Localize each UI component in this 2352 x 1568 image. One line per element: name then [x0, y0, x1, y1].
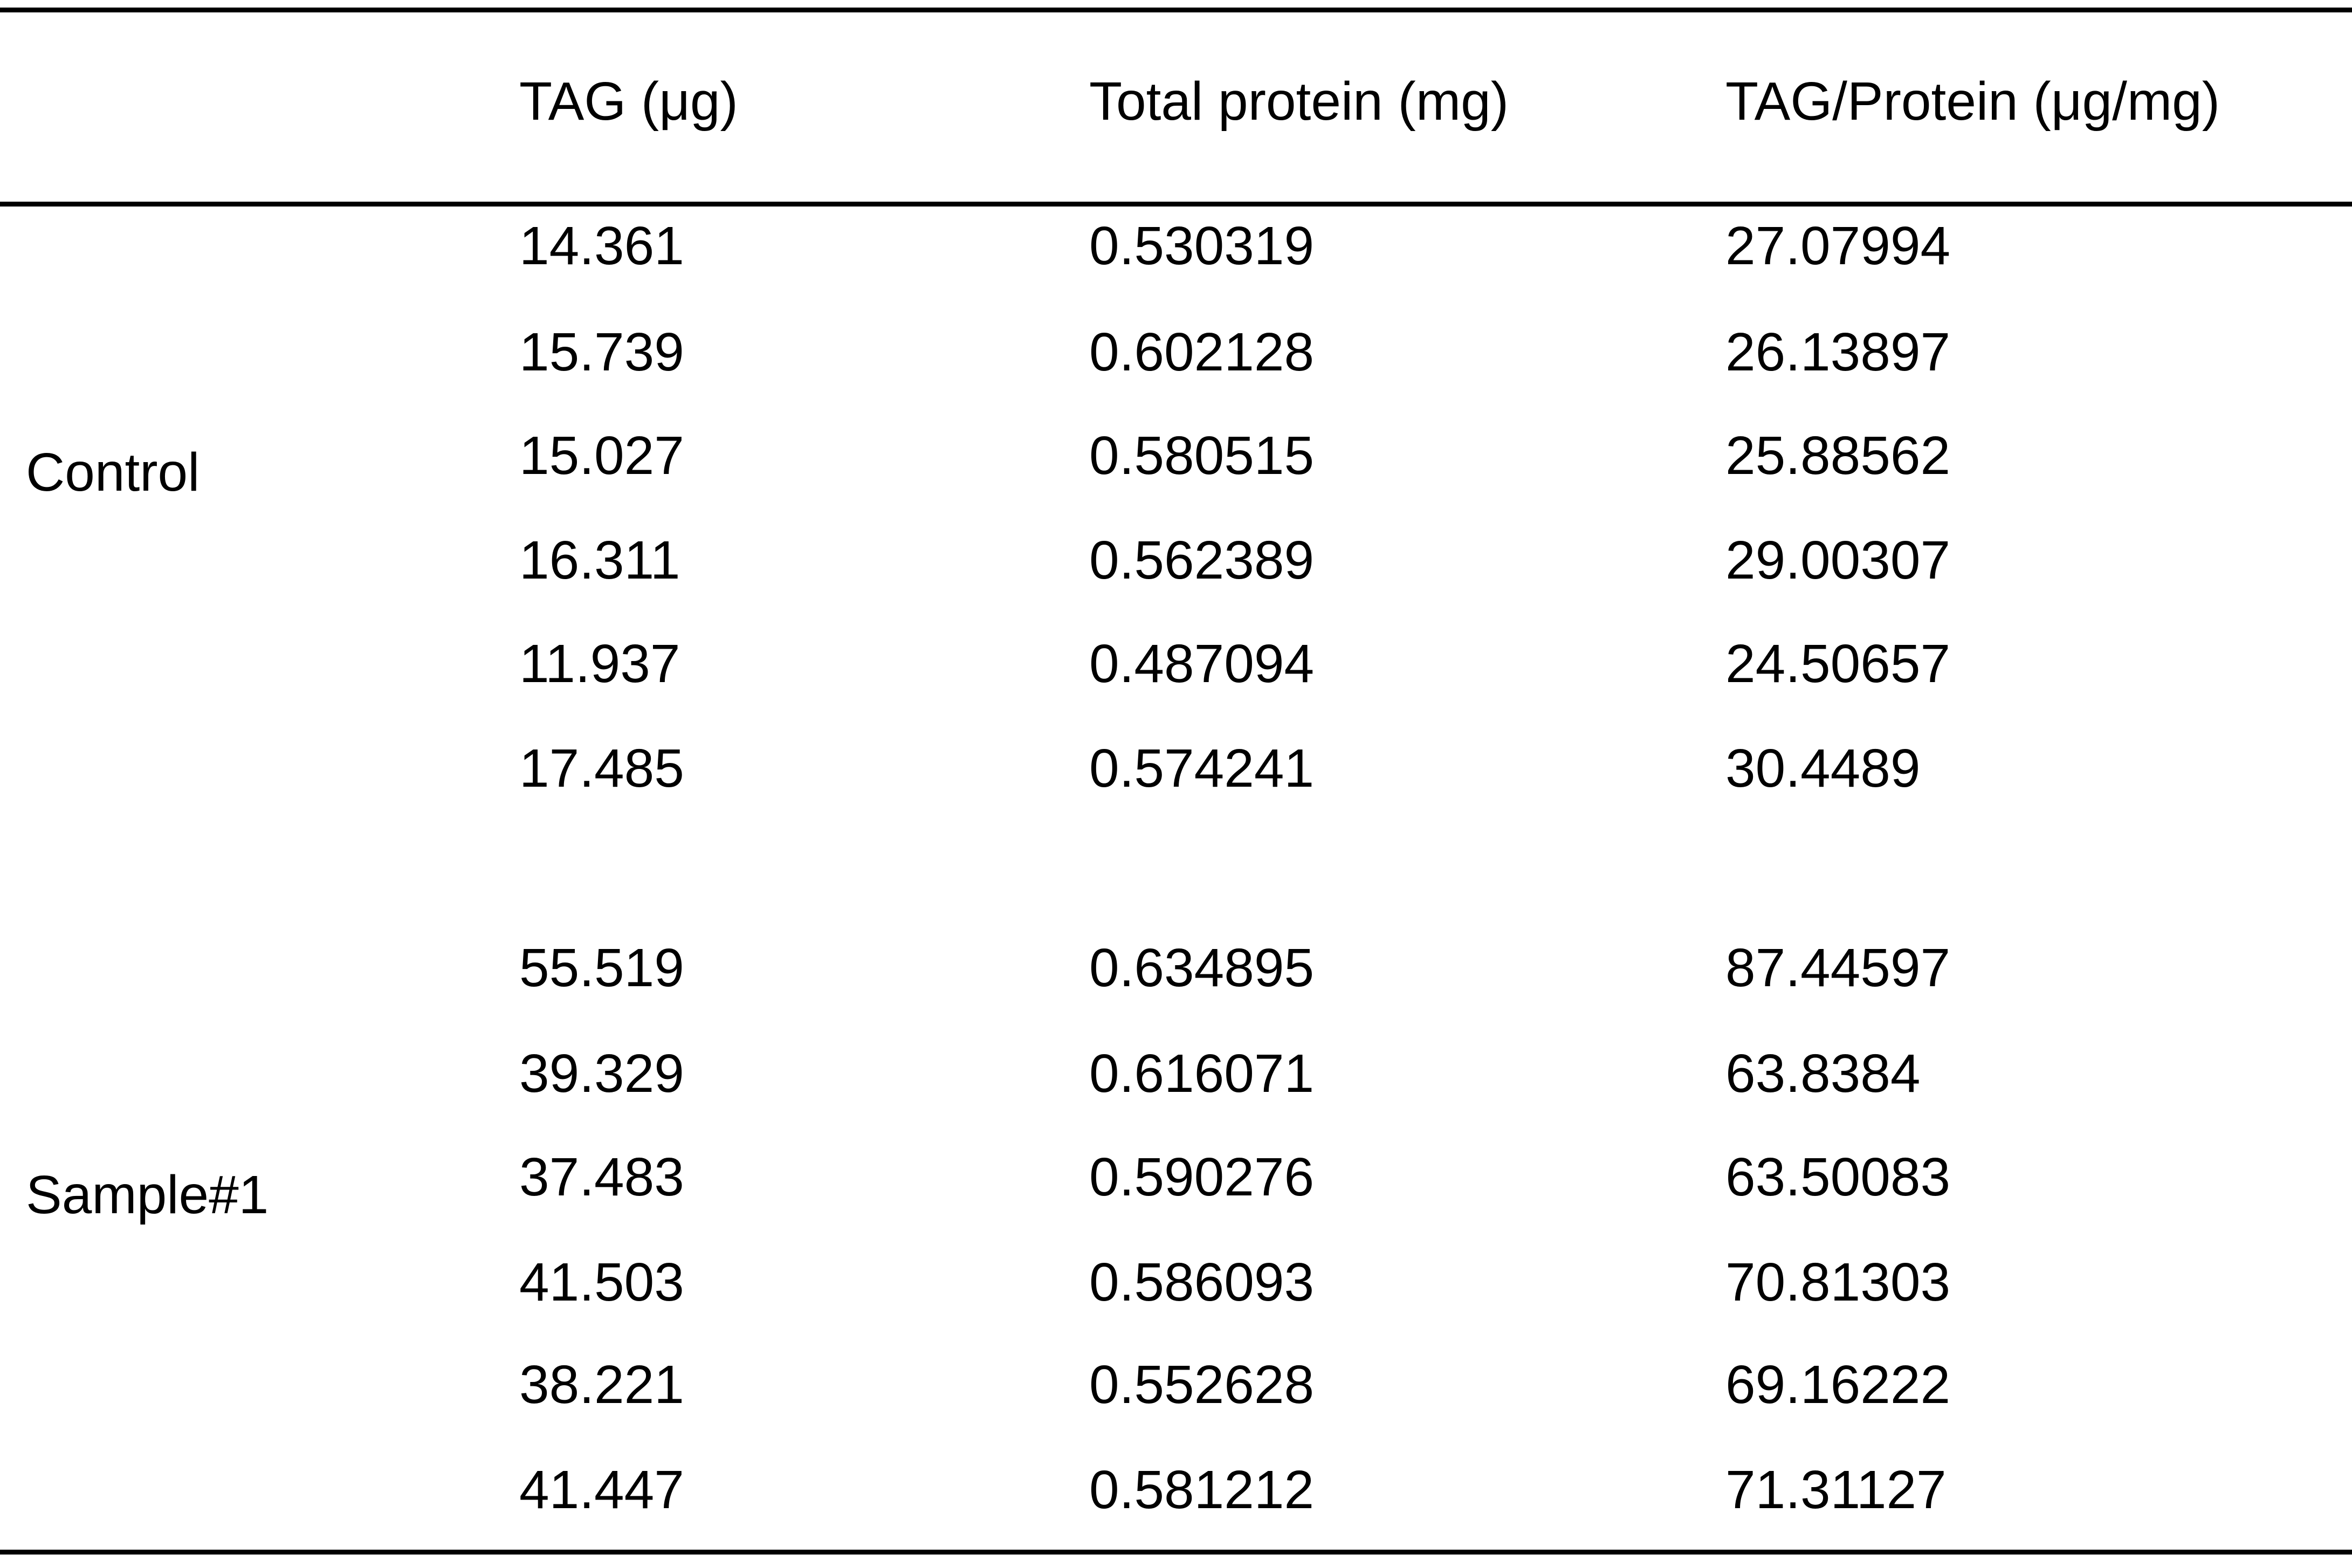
cell-tag: 17.485: [519, 738, 684, 799]
cell-ratio: 27.07994: [1725, 216, 1951, 276]
cell-total-protein: 0.487094: [1089, 634, 1315, 694]
header-tag: TAG (μg): [519, 71, 738, 132]
cell-ratio: 30.4489: [1725, 738, 1921, 799]
cell-total-protein: 0.581212: [1089, 1460, 1315, 1520]
cell-total-protein: 0.530319: [1089, 216, 1315, 276]
cell-tag: 14.361: [519, 216, 684, 276]
cell-total-protein: 0.574241: [1089, 738, 1315, 799]
cell-total-protein: 0.586093: [1089, 1252, 1315, 1312]
cell-tag: 37.483: [519, 1147, 684, 1207]
cell-tag: 39.329: [519, 1043, 684, 1104]
bottom-rule: [0, 1550, 2352, 1555]
cell-ratio: 63.8384: [1725, 1043, 1921, 1104]
cell-total-protein: 0.602128: [1089, 322, 1315, 382]
cell-tag: 38.221: [519, 1354, 684, 1415]
cell-ratio: 24.50657: [1725, 634, 1951, 694]
cell-ratio: 25.88562: [1725, 425, 1951, 486]
header-tag-protein-ratio: TAG/Protein (μg/mg): [1725, 71, 2220, 132]
cell-ratio: 29.00307: [1725, 530, 1951, 590]
cell-total-protein: 0.634895: [1089, 938, 1315, 998]
cell-total-protein: 0.590276: [1089, 1147, 1315, 1207]
cell-tag: 55.519: [519, 938, 684, 998]
cell-total-protein: 0.562389: [1089, 530, 1315, 590]
group-label-sample-1: Sample#1: [26, 1165, 269, 1225]
cell-tag: 41.447: [519, 1460, 684, 1520]
cell-total-protein: 0.552628: [1089, 1354, 1315, 1415]
top-rule: [0, 8, 2352, 12]
cell-ratio: 71.31127: [1725, 1460, 1947, 1520]
cell-tag: 41.503: [519, 1252, 684, 1312]
group-label-control: Control: [26, 442, 200, 503]
header-total-protein: Total protein (mg): [1089, 71, 1509, 132]
cell-ratio: 69.16222: [1725, 1354, 1951, 1415]
cell-tag: 11.937: [519, 634, 680, 694]
cell-ratio: 87.44597: [1725, 938, 1951, 998]
cell-tag: 15.027: [519, 425, 684, 486]
cell-ratio: 63.50083: [1725, 1147, 1951, 1207]
cell-ratio: 26.13897: [1725, 322, 1951, 382]
cell-ratio: 70.81303: [1725, 1252, 1951, 1312]
cell-total-protein: 0.580515: [1089, 425, 1315, 486]
header-rule: [0, 202, 2352, 207]
cell-tag: 16.311: [519, 530, 680, 590]
cell-total-protein: 0.616071: [1089, 1043, 1315, 1104]
cell-tag: 15.739: [519, 322, 684, 382]
